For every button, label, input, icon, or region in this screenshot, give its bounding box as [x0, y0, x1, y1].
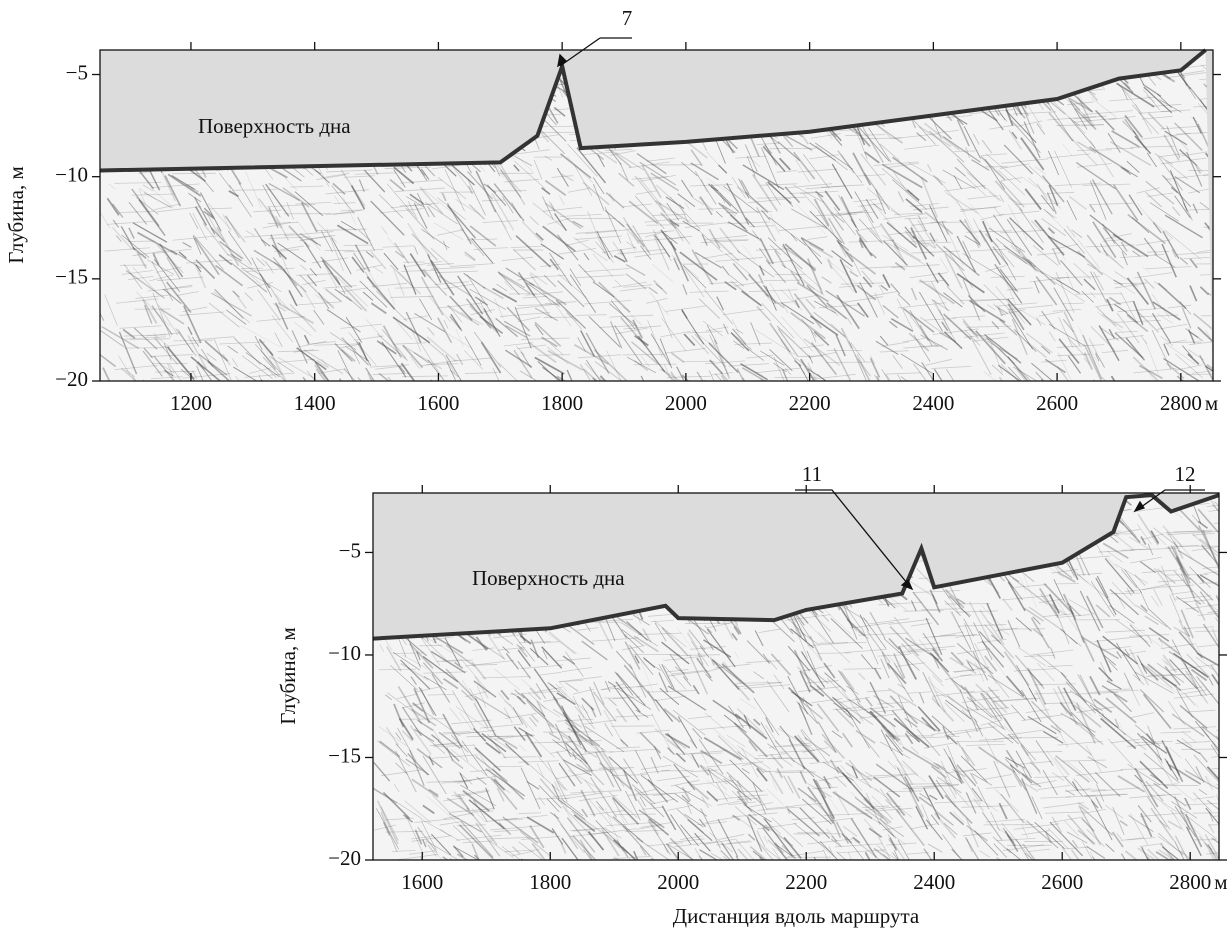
x-tick-label: 2200 [785, 870, 827, 894]
x-tick-label: 2400 [912, 391, 954, 415]
reflector [1077, 150, 1112, 151]
y-tick-label: −15 [328, 743, 361, 767]
reflector [580, 859, 596, 899]
x-unit: м [1214, 870, 1227, 894]
reflector [388, 377, 415, 410]
reflector [1212, 257, 1227, 271]
x-tick-label: 2000 [657, 870, 699, 894]
x-tick-label: 1600 [401, 870, 443, 894]
y-tick-label: −10 [55, 162, 88, 186]
reflector [538, 355, 570, 356]
reflector [827, 859, 853, 892]
reflector [589, 860, 624, 880]
reflector [459, 380, 485, 404]
x-tick-label: 1200 [170, 391, 212, 415]
x-tick-label: 1800 [529, 870, 571, 894]
y-tick-label: −5 [66, 60, 88, 84]
reflector [1213, 68, 1227, 72]
reflector [647, 225, 680, 226]
x-tick-label: 2800 [1160, 391, 1202, 415]
reflector [704, 381, 732, 409]
y-tick-label: −20 [328, 846, 361, 870]
y-axis-label: Глубина, м [276, 627, 300, 725]
reflector [1102, 377, 1134, 409]
seafloor-label: Поверхность дна [472, 566, 625, 590]
x-tick-label: 2600 [1041, 870, 1083, 894]
reflector [1195, 631, 1227, 632]
x-axis-label: Дистанция вдоль маршрута [673, 904, 920, 928]
x-tick-label: 1400 [294, 391, 336, 415]
y-tick-label: −10 [328, 641, 361, 665]
seafloor-label: Поверхность дна [198, 114, 351, 138]
reflector [246, 381, 270, 398]
panel: Поверхность дна 1200 1400 1600 1800 2000 2200 2… [55, 6, 1227, 420]
reflector [220, 381, 242, 421]
reflector [629, 859, 636, 872]
x-tick-label: 2800 [1169, 870, 1211, 894]
reflector [897, 859, 912, 897]
annotation: 12 [1175, 462, 1196, 486]
reflector [143, 380, 153, 401]
reflector [482, 860, 488, 874]
reflector [767, 758, 814, 759]
y-tick-label: −5 [339, 538, 361, 562]
y-tick-label: −15 [55, 265, 88, 289]
reflector [393, 653, 423, 654]
reflector [503, 757, 536, 758]
reflector [760, 379, 781, 403]
reflector [760, 857, 787, 894]
y-tick-label: −20 [55, 367, 88, 391]
reflector [1213, 306, 1227, 330]
annotation: 7 [622, 6, 633, 30]
figure: Глубина, м Глубина, м Дистанция вдоль ма… [0, 0, 1227, 932]
reflector [450, 858, 466, 898]
x-tick-label: 1600 [417, 391, 459, 415]
reflector [261, 380, 288, 404]
annotation: 11 [802, 462, 822, 486]
reflector [1110, 593, 1140, 594]
panel: Поверхность дна 1600 1800 2000 2200 2400 2600 2… [328, 462, 1227, 900]
x-tick-label: 2000 [665, 391, 707, 415]
y-axis-label: Глубина, м [4, 166, 28, 264]
reflector [467, 736, 514, 737]
x-tick-label: 2200 [789, 391, 831, 415]
reflector [711, 859, 730, 887]
reflector [428, 694, 454, 695]
x-tick-label: 2600 [1036, 391, 1078, 415]
x-unit: м [1205, 391, 1218, 415]
x-tick-label: 2400 [913, 870, 955, 894]
x-tick-label: 1800 [541, 391, 583, 415]
reflector [1094, 379, 1112, 420]
